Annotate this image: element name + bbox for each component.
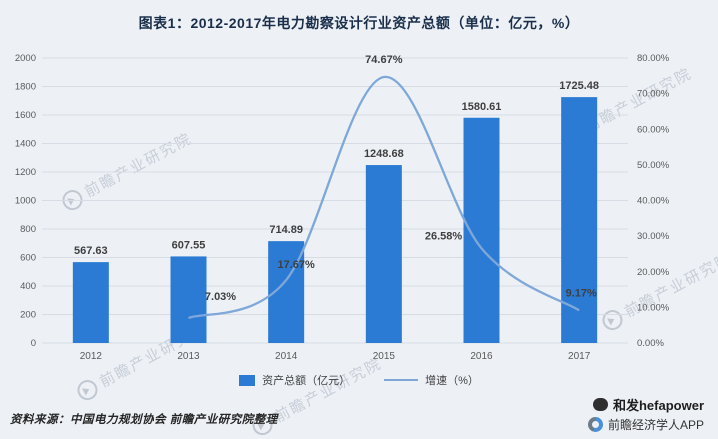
line-value-label: 17.67% [278, 259, 316, 271]
bar [365, 165, 402, 343]
x-axis-label: 2013 [177, 351, 200, 362]
left-axis-tick: 2000 [15, 53, 36, 64]
legend: 资产总额（亿元） 增速（%） [0, 372, 718, 388]
bar-value-label: 714.89 [269, 224, 303, 236]
chart-svg: 0 200 400 600 800 1000 1200 1400 1600 1800 2000 0.0… [15, 53, 670, 362]
left-axis-tick: 800 [20, 224, 36, 235]
bar-value-label: 567.63 [74, 245, 108, 257]
left-axis-tick: 0 [31, 338, 36, 349]
wechat-icon [592, 398, 608, 411]
right-axis-tick: 0.00% [637, 338, 664, 349]
qianzhan-logo-icon [587, 417, 603, 432]
legend-line-label: 增速（%） [425, 375, 479, 387]
right-axis-tick: 70.00% [637, 89, 670, 100]
left-axis-tick: 1400 [15, 139, 36, 150]
left-axis-tick: 1000 [15, 196, 36, 207]
bar [561, 97, 598, 343]
growth-line [188, 75, 580, 320]
bar-value-label: 607.55 [172, 239, 206, 251]
left-axis-tick: 600 [20, 253, 36, 264]
left-axis-tick: 1600 [15, 110, 36, 121]
data-source-note: 资料来源：中国电力规划协会 前瞻产业研究院整理 [10, 414, 278, 426]
line-value-label: 9.17% [566, 287, 597, 299]
bar [72, 262, 109, 343]
chart-title: 图表1：2012-2017年电力勘察设计行业资产总额（单位：亿元，%） [138, 15, 580, 31]
app-line: 前瞻经济学人APP [587, 416, 704, 433]
wechat-line: 和发hefapower [592, 395, 704, 414]
bar-value-label: 1725.48 [559, 80, 599, 92]
x-axis-label: 2015 [373, 351, 396, 362]
left-axis-tick: 1200 [15, 167, 36, 178]
line-value-label: 26.58% [425, 230, 463, 242]
x-axis-label: 2016 [470, 351, 493, 362]
line-value-label: 74.67% [365, 54, 403, 66]
left-axis-tick: 400 [20, 281, 36, 292]
bar-value-label: 1580.61 [462, 101, 502, 113]
app-name: 前瞻经济学人APP [607, 418, 704, 432]
legend-bar-label: 资产总额（亿元） [262, 375, 351, 387]
right-axis-tick: 10.00% [637, 302, 670, 313]
legend-item-growth: 增速（%） [384, 372, 479, 388]
legend-bar-marker [239, 374, 256, 386]
bar-value-label: 1248.68 [364, 148, 404, 160]
right-axis-tick: 20.00% [637, 267, 670, 278]
x-axis-label: 2014 [275, 351, 298, 362]
legend-item-assets: 资产总额（亿元） [239, 372, 350, 388]
right-axis-tick: 40.00% [637, 196, 670, 207]
legend-line-marker [384, 379, 419, 381]
footer-branding: 和发hefapower 前瞻经济学人APP [587, 395, 704, 433]
chart-area: 0 200 400 600 800 1000 1200 1400 1600 1800 2000 0.0… [0, 40, 718, 375]
x-axis-label: 2012 [80, 351, 103, 362]
left-axis-tick: 1800 [15, 82, 36, 93]
right-axis-tick: 30.00% [637, 231, 670, 242]
left-axis-tick: 200 [20, 310, 36, 321]
line-value-label: 7.03% [205, 291, 236, 303]
right-axis-tick: 50.00% [637, 160, 670, 171]
x-axis-label: 2017 [568, 351, 591, 362]
right-axis-tick: 60.00% [637, 124, 670, 135]
bar [170, 256, 207, 343]
wechat-account: 和发hefapower [612, 398, 704, 413]
right-axis-tick: 80.00% [637, 53, 670, 64]
